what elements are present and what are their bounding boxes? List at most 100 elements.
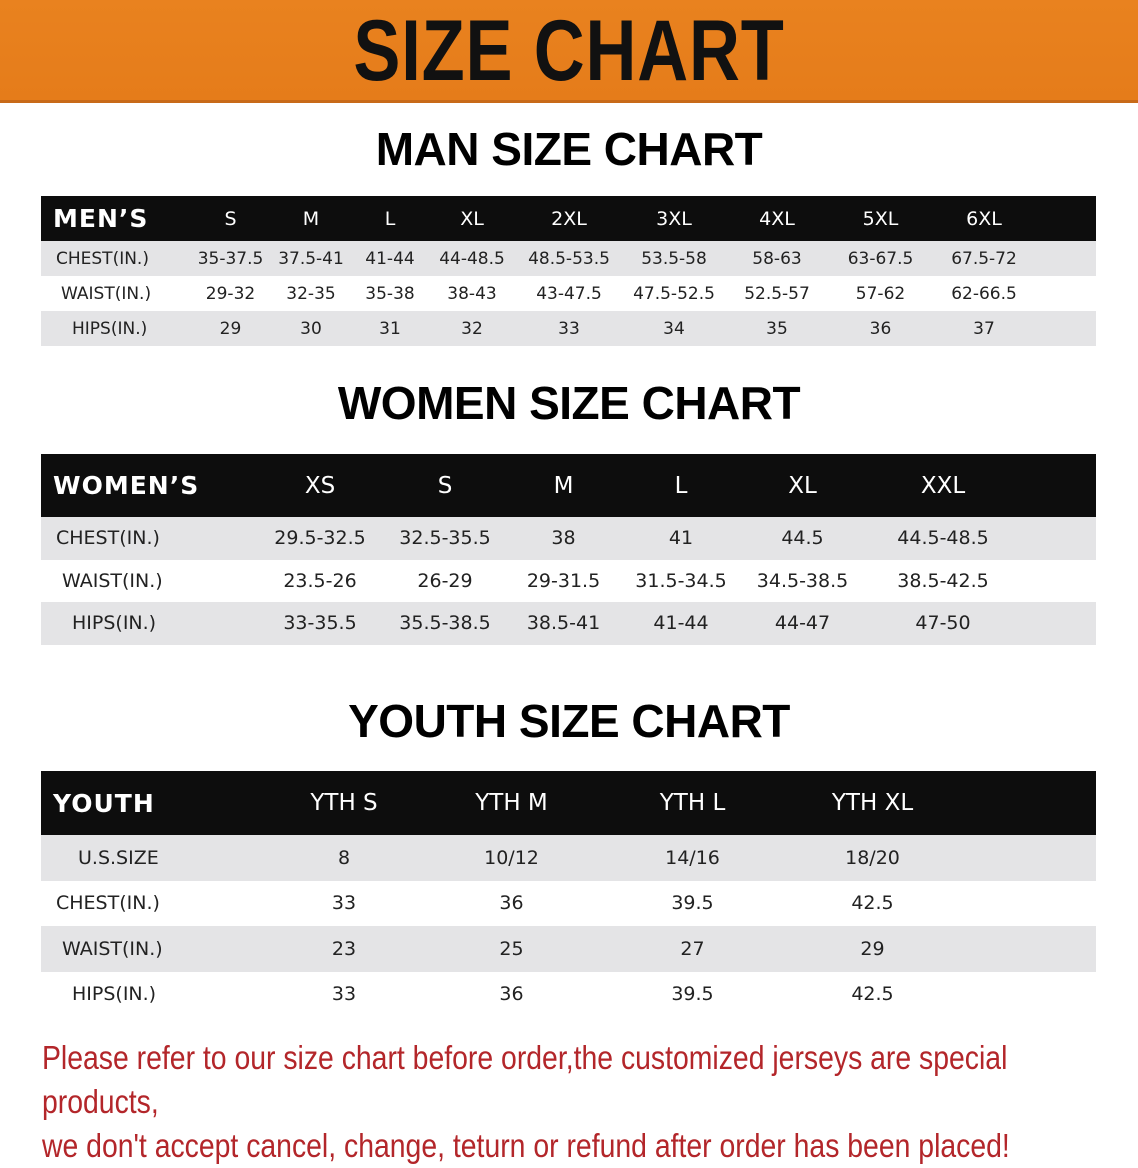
measure-value: 34.5-38.5 (740, 559, 865, 602)
measure-value: 8 (270, 835, 418, 881)
measure-value: 47.5-52.5 (623, 276, 725, 311)
measure-value: 37.5-41 (271, 241, 351, 276)
measure-value: 31.5-34.5 (622, 559, 740, 602)
measure-value: 47-50 (865, 602, 1021, 645)
size-header: YTH S (270, 771, 418, 835)
measure-value: 31 (351, 311, 429, 346)
men-section-title: MAN SIZE CHART (375, 123, 763, 175)
measure-value: 44-47 (740, 602, 865, 645)
measure-value: 29-32 (190, 276, 271, 311)
size-header: L (351, 196, 429, 241)
empty-cell (965, 880, 1096, 926)
size-header: 5XL (829, 196, 932, 241)
size-header: XS (255, 454, 385, 517)
measure-value: 38 (505, 517, 622, 560)
measure-value: 48.5-53.5 (515, 241, 623, 276)
measure-value: 32 (429, 311, 515, 346)
empty-cell (965, 835, 1096, 881)
size-header: 6XL (932, 196, 1036, 241)
measure-value: 26-29 (385, 559, 505, 602)
empty-cell (1036, 241, 1096, 276)
measure-label: CHEST(IN.) (41, 880, 270, 926)
size-header: YTH M (418, 771, 605, 835)
size-header: YTH L (605, 771, 780, 835)
measure-value: 25 (418, 926, 605, 972)
measure-label: WAIST(IN.) (41, 559, 255, 602)
measure-value: 53.5-58 (623, 241, 725, 276)
measure-value: 39.5 (605, 880, 780, 926)
table-row: WAIST(IN.) 29-32 32-35 35-38 38-43 43-47.5 47.… (41, 276, 1096, 311)
measure-value: 44.5 (740, 517, 865, 560)
measure-value: 33-35.5 (255, 602, 385, 645)
measure-value: 42.5 (780, 971, 965, 1017)
measure-value: 35 (725, 311, 829, 346)
measure-value: 30 (271, 311, 351, 346)
measure-value: 43-47.5 (515, 276, 623, 311)
measure-value: 10/12 (418, 835, 605, 881)
measure-value: 32.5-35.5 (385, 517, 505, 560)
measure-label: WAIST(IN.) (41, 276, 190, 311)
table-label: WOMEN’S (41, 454, 255, 517)
table-row: WAIST(IN.) 23.5-26 26-29 29-31.5 31.5-34.5 34… (41, 559, 1096, 602)
empty-cell (1036, 196, 1096, 241)
measure-value: 58-63 (725, 241, 829, 276)
size-header: S (190, 196, 271, 241)
table-row: CHEST(IN.) 35-37.5 37.5-41 41-44 44-48.5 48.5… (41, 241, 1096, 276)
measure-value: 29.5-32.5 (255, 517, 385, 560)
measure-value: 38-43 (429, 276, 515, 311)
table-label: YOUTH (41, 771, 270, 835)
table-row: HIPS(IN.) 33-35.5 35.5-38.5 38.5-41 41-44 44-… (41, 602, 1096, 645)
measure-label: WAIST(IN.) (41, 926, 270, 972)
header-row: WOMEN’S XS S M L XL XXL (41, 454, 1096, 517)
measure-value: 67.5-72 (932, 241, 1036, 276)
measure-label: CHEST(IN.) (41, 241, 190, 276)
measure-value: 29 (780, 926, 965, 972)
table-label: MEN’S (41, 196, 190, 241)
measure-value: 62-66.5 (932, 276, 1036, 311)
measure-label: HIPS(IN.) (41, 602, 255, 645)
measure-label: U.S.SIZE (41, 835, 270, 881)
measure-value: 52.5-57 (725, 276, 829, 311)
measure-value: 35-37.5 (190, 241, 271, 276)
measure-value: 23.5-26 (255, 559, 385, 602)
size-header: L (622, 454, 740, 517)
measure-value: 27 (605, 926, 780, 972)
notice-line-2: we don't accept cancel, change, teturn o… (42, 1127, 1010, 1164)
table-row: HIPS(IN.) 33 36 39.5 42.5 (41, 971, 1096, 1017)
header-row: YOUTH YTH S YTH M YTH L YTH XL (41, 771, 1096, 835)
measure-value: 36 (829, 311, 932, 346)
measure-value: 14/16 (605, 835, 780, 881)
youth-size-table: YOUTH YTH S YTH M YTH L YTH XL U.S.SIZE 8 10/12… (41, 771, 1096, 1017)
measure-value: 33 (270, 971, 418, 1017)
size-header: YTH XL (780, 771, 965, 835)
size-header: XL (429, 196, 515, 241)
empty-cell (965, 926, 1096, 972)
measure-value: 63-67.5 (829, 241, 932, 276)
men-size-table: MEN’S S M L XL 2XL 3XL 4XL 5XL 6XL CHEST(IN.) 35-37… (41, 196, 1096, 346)
measure-label: HIPS(IN.) (41, 971, 270, 1017)
measure-value: 35-38 (351, 276, 429, 311)
measure-value: 38.5-42.5 (865, 559, 1021, 602)
measure-value: 57-62 (829, 276, 932, 311)
empty-cell (965, 971, 1096, 1017)
size-header: M (505, 454, 622, 517)
size-header: 4XL (725, 196, 829, 241)
empty-cell (1021, 559, 1096, 602)
table-row: U.S.SIZE 8 10/12 14/16 18/20 (41, 835, 1096, 881)
notice-line-1: Please refer to our size chart before or… (42, 1039, 1008, 1120)
measure-value: 38.5-41 (505, 602, 622, 645)
measure-value: 44.5-48.5 (865, 517, 1021, 560)
measure-value: 35.5-38.5 (385, 602, 505, 645)
size-header: XL (740, 454, 865, 517)
banner-title: SIZE CHART (353, 3, 785, 99)
measure-value: 37 (932, 311, 1036, 346)
measure-value: 42.5 (780, 880, 965, 926)
measure-value: 33 (270, 880, 418, 926)
measure-value: 36 (418, 971, 605, 1017)
empty-cell (1021, 517, 1096, 560)
measure-value: 32-35 (271, 276, 351, 311)
empty-cell (1021, 454, 1096, 517)
banner: SIZE CHART (0, 0, 1138, 103)
empty-cell (1036, 276, 1096, 311)
empty-cell (1021, 602, 1096, 645)
